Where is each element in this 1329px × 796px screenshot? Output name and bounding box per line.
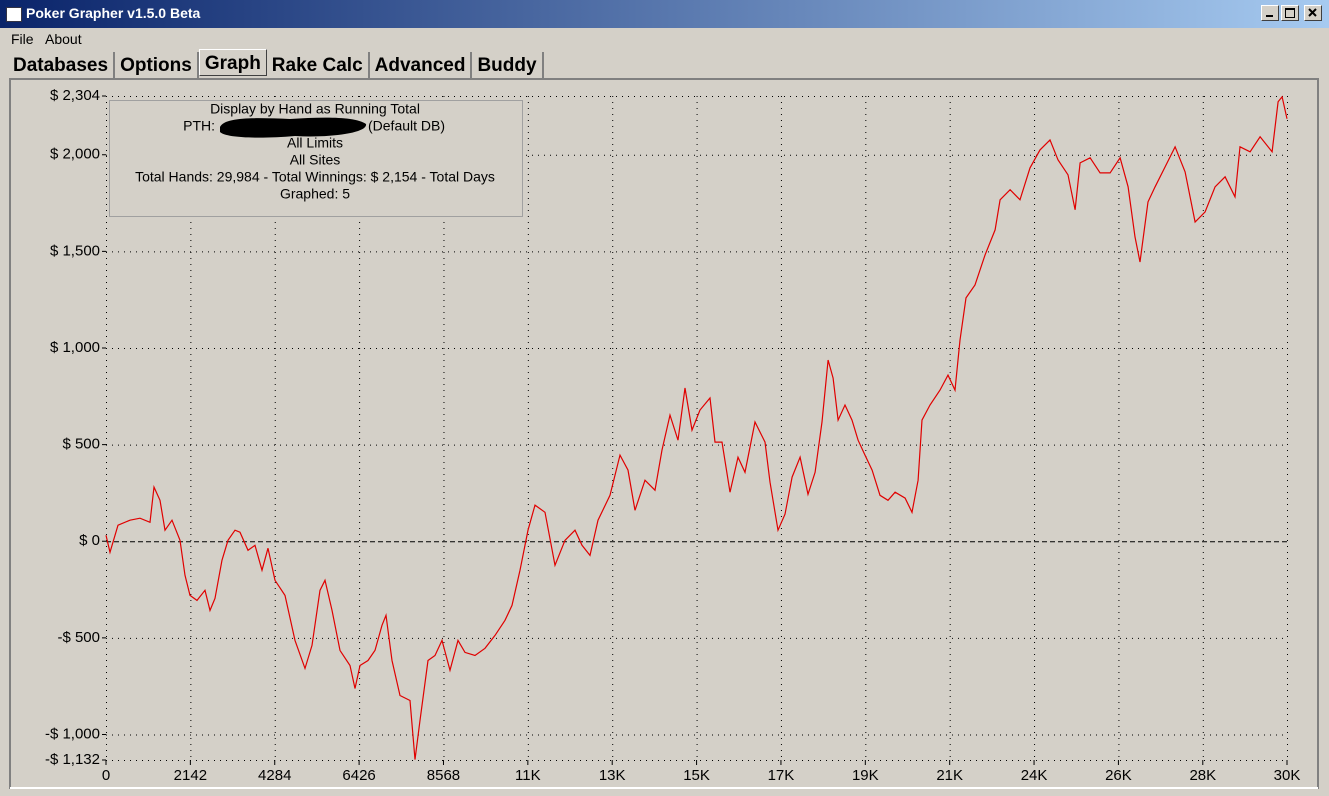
tab[interactable]: Buddy (472, 52, 544, 78)
y-tick-label: $ 1,000 (50, 339, 100, 356)
x-tick-label: 24K (1021, 767, 1048, 784)
tab[interactable]: Options (115, 52, 199, 78)
x-tick-label: 21K (936, 767, 963, 784)
x-tick-label: 28K (1189, 767, 1216, 784)
window-title: Poker Grapher v1.5.0 Beta (26, 5, 201, 21)
x-tick-label: 26K (1105, 767, 1132, 784)
y-tick-label: -$ 1,000 (45, 725, 100, 742)
menu-item[interactable]: About (45, 31, 82, 47)
tab[interactable]: Rake Calc (267, 52, 370, 78)
x-tick-label: 0 (102, 767, 110, 784)
y-tick-label: -$ 500 (57, 629, 100, 646)
info-text: PTH: (183, 118, 215, 134)
menu-item[interactable]: File (11, 31, 34, 47)
info-text: Total Hands: 29,984 - Total Winnings: $ … (135, 169, 495, 185)
x-tick-label: 15K (683, 767, 710, 784)
y-tick-label: -$ 1,132 (45, 751, 100, 768)
y-tick-label: $ 2,000 (50, 146, 100, 163)
x-tick-label: 30K (1274, 767, 1301, 784)
maximize-button[interactable] (1281, 5, 1299, 21)
tab-selected[interactable]: Graph (198, 49, 267, 76)
x-tick-label: 17K (768, 767, 795, 784)
info-text: Graphed: 5 (280, 186, 350, 202)
info-text: Display by Hand as Running Total (210, 101, 420, 117)
redaction (220, 117, 367, 138)
minimize-button[interactable] (1261, 5, 1279, 21)
menu-bar: File About (0, 28, 1329, 50)
x-tick-label: 2142 (174, 767, 207, 784)
x-tick-label: 6426 (342, 767, 375, 784)
title-bar: Poker Grapher v1.5.0 Beta (0, 0, 1329, 28)
info-text: All Sites (290, 152, 341, 168)
x-tick-label: 19K (852, 767, 879, 784)
info-box: Display by Hand as Running Total PTH: (D… (109, 100, 523, 217)
y-tick-label: $ 2,304 (50, 87, 100, 104)
y-tick-label: $ 500 (62, 436, 100, 453)
x-tick-label: 11K (515, 767, 541, 784)
y-tick-label: $ 0 (79, 532, 100, 549)
x-tick-label: 13K (599, 767, 626, 784)
tab-bar: Databases Options Graph Rake Calc Advanc… (8, 49, 544, 78)
x-tick-label: 4284 (258, 767, 291, 784)
x-tick-label: 8568 (427, 767, 460, 784)
info-text: All Limits (287, 135, 343, 151)
close-glyph (1308, 8, 1317, 17)
y-tick-label: $ 1,500 (50, 242, 100, 259)
running-total-line (105, 95, 1288, 760)
tab[interactable]: Advanced (370, 52, 473, 78)
app-icon (6, 7, 22, 22)
info-text: (Default DB) (368, 118, 445, 134)
tab[interactable]: Databases (8, 52, 116, 78)
close-button[interactable] (1304, 5, 1322, 21)
